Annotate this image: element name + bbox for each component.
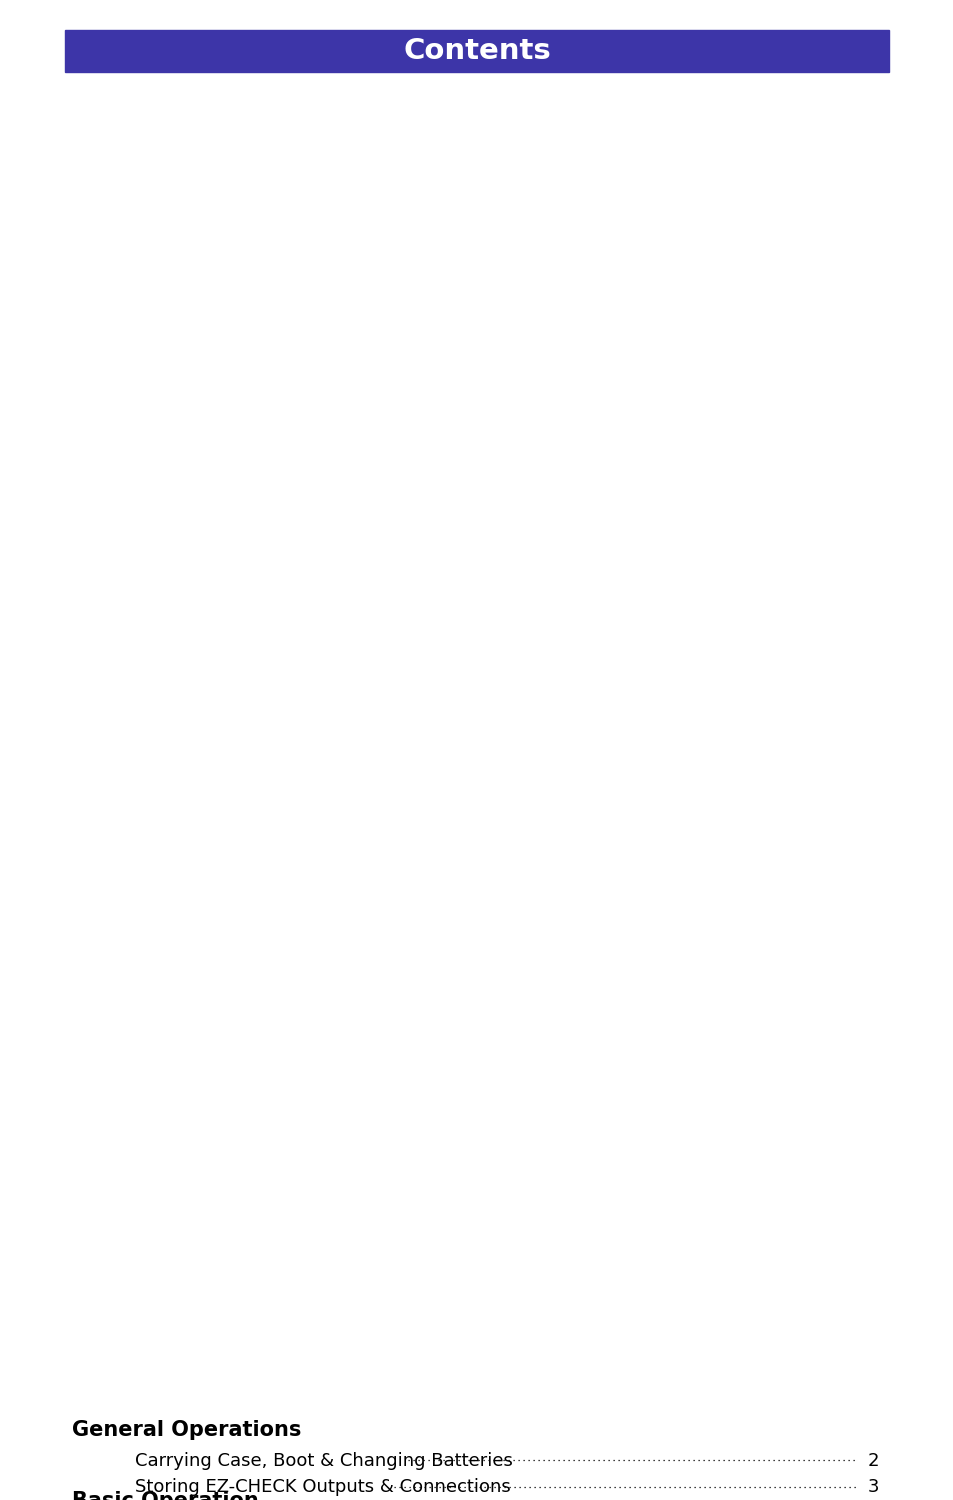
Text: 2: 2 <box>866 1452 878 1470</box>
Text: Carrying Case, Boot & Changing Batteries: Carrying Case, Boot & Changing Batteries <box>135 1452 513 1470</box>
Text: 3: 3 <box>866 1479 878 1497</box>
Text: General Operations: General Operations <box>71 1420 301 1440</box>
Text: Contents: Contents <box>403 38 550 64</box>
Bar <box>65 30 888 72</box>
Text: Basic Operation: Basic Operation <box>71 1491 258 1500</box>
Text: Storing EZ-CHECK Outputs & Connections: Storing EZ-CHECK Outputs & Connections <box>135 1479 510 1497</box>
